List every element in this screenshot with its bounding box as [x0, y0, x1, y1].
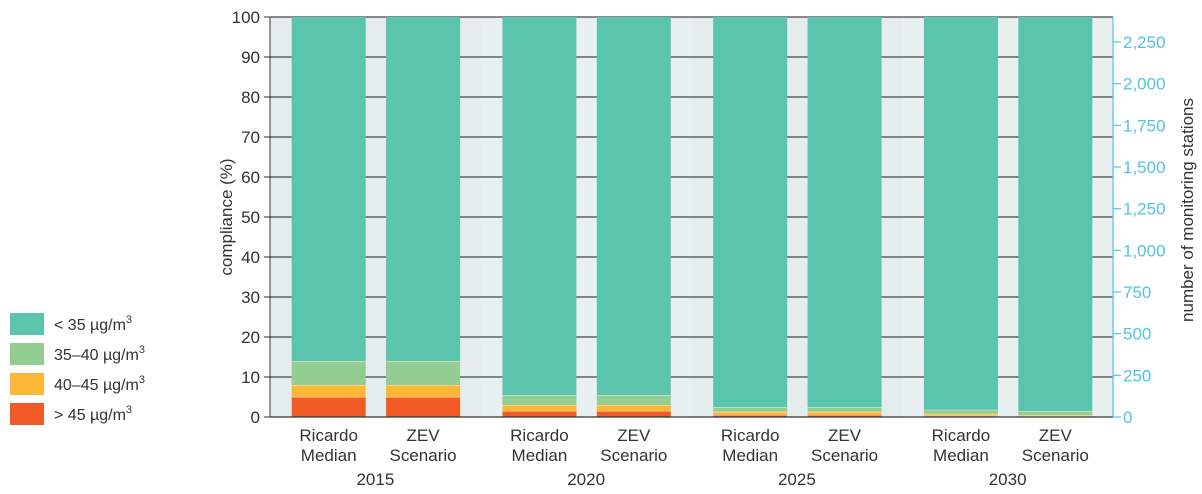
y2-tick-label: 1,250	[1123, 200, 1166, 219]
bar-segment	[1018, 415, 1093, 417]
bar-segment	[386, 361, 461, 385]
y2-tick-label: 2,000	[1123, 75, 1166, 94]
bar-label: Median	[301, 446, 357, 465]
y2-tick-label: 250	[1123, 366, 1151, 385]
legend-label: > 45 µg/m3	[54, 404, 132, 424]
y-tick-label: 100	[232, 8, 260, 27]
bar-label: Scenario	[390, 446, 457, 465]
bar-segment	[923, 17, 998, 410]
y-tick-label: 30	[241, 288, 260, 307]
y-tick-label: 10	[241, 368, 260, 387]
bar-label: Median	[512, 446, 568, 465]
bar-segment	[1018, 17, 1093, 411]
bar-segment	[502, 395, 577, 405]
bar-segment	[596, 405, 671, 411]
y-tick-label: 20	[241, 328, 260, 347]
category-labels: RicardoMedianZEVScenario2015RicardoMedia…	[299, 426, 1088, 489]
bar-segment	[502, 405, 577, 411]
bar-segment	[1018, 411, 1093, 415]
bar-segment	[291, 361, 366, 385]
y-tick-label: 40	[241, 248, 260, 267]
year-label: 2025	[778, 470, 816, 489]
year-label: 2030	[989, 470, 1027, 489]
bar-label: ZEV	[407, 426, 441, 445]
bar-label: Scenario	[811, 446, 878, 465]
legend-swatch	[10, 403, 44, 425]
bar-label: Ricardo	[510, 426, 569, 445]
legend-item: 35–40 µg/m3	[10, 343, 145, 365]
bar-segment	[386, 385, 461, 397]
bar-segment	[923, 409, 998, 414]
bar-segment	[386, 17, 461, 361]
bar-segment	[291, 397, 366, 417]
bar-label: Median	[722, 446, 778, 465]
legend-label: 40–45 µg/m3	[54, 374, 145, 394]
bar-segment	[386, 397, 461, 417]
y-tick-label: 0	[251, 408, 260, 427]
y-tick-label: 50	[241, 208, 260, 227]
legend-label: 35–40 µg/m3	[54, 344, 145, 364]
y-tick-label: 80	[241, 88, 260, 107]
legend-item: > 45 µg/m3	[10, 403, 132, 425]
left-axis-ticks: 0 10 20 30 40 50 60 70 80 90 100	[232, 8, 270, 427]
right-axis-ticks: 0 250 500 750 1,000 1,250 1,500 1,750 2,000 2,250	[1113, 33, 1166, 427]
y2-tick-label: 750	[1123, 283, 1151, 302]
bar-label: Ricardo	[721, 426, 780, 445]
y2-tick-label: 1,000	[1123, 241, 1166, 260]
bar-label: Ricardo	[932, 426, 991, 445]
y2-tick-label: 500	[1123, 325, 1151, 344]
bar-segment	[713, 407, 788, 412]
y2-tick-label: 0	[1123, 408, 1132, 427]
y-tick-label: 70	[241, 128, 260, 147]
bar-segment	[596, 411, 671, 417]
year-label: 2020	[567, 470, 605, 489]
bar-segment	[807, 415, 882, 417]
bar-label: Ricardo	[299, 426, 358, 445]
legend-label: < 35 µg/m3	[54, 314, 132, 334]
y-tick-label: 90	[241, 48, 260, 67]
bar-segment	[923, 413, 998, 416]
bar-label: Median	[933, 446, 989, 465]
bar-segment	[807, 411, 882, 415]
bars	[291, 17, 1093, 417]
y2-tick-label: 1,750	[1123, 116, 1166, 135]
bar-segment	[502, 411, 577, 417]
bar-segment	[713, 411, 788, 415]
bar-label: ZEV	[1039, 426, 1073, 445]
legend-item: 40–45 µg/m3	[10, 373, 145, 395]
y-tick-label: 60	[241, 168, 260, 187]
bar-segment	[502, 17, 577, 395]
bar-label: ZEV	[828, 426, 862, 445]
y2-tick-label: 1,500	[1123, 158, 1166, 177]
legend-swatch	[10, 313, 44, 335]
bar-segment	[807, 17, 882, 407]
bar-label: ZEV	[617, 426, 651, 445]
bar-segment	[596, 17, 671, 395]
bar-label: Scenario	[600, 446, 667, 465]
bar-segment	[291, 17, 366, 361]
legend-swatch	[10, 343, 44, 365]
y2-axis-title: number of monitoring stations	[1178, 98, 1197, 322]
year-label: 2015	[356, 470, 394, 489]
bar-segment	[596, 395, 671, 405]
bar-label: Scenario	[1022, 446, 1089, 465]
y2-tick-label: 2,250	[1123, 33, 1166, 52]
y-axis-title: compliance (%)	[217, 158, 236, 275]
bar-segment	[713, 17, 788, 407]
legend-swatch	[10, 373, 44, 395]
bar-segment	[713, 415, 788, 417]
legend-item: < 35 µg/m3	[10, 313, 132, 335]
bar-segment	[291, 385, 366, 397]
bar-segment	[807, 407, 882, 412]
legend: < 35 µg/m3 35–40 µg/m3 40–45 µg/m3 > 45 µg/…	[10, 313, 145, 425]
